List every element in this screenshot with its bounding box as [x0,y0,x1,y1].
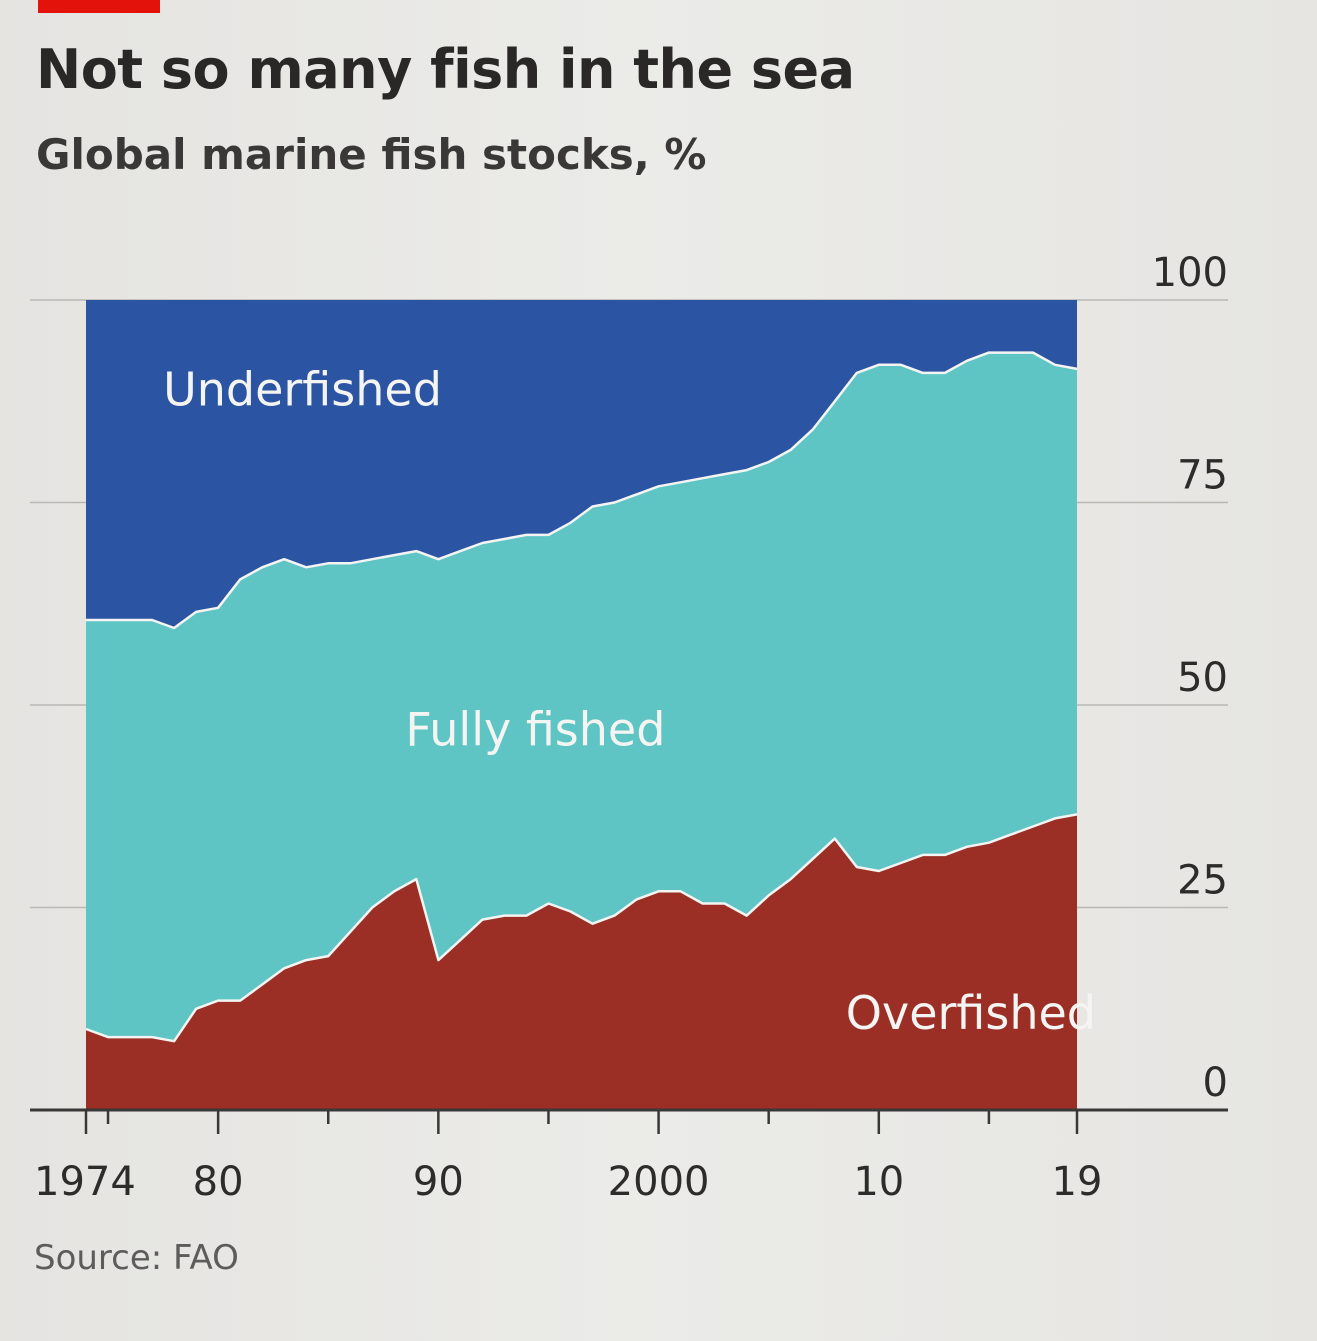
x-tick-label-80: 80 [193,1159,244,1205]
area-label-underfished: Underfished [163,362,442,416]
y-tick-label-50: 50 [1177,655,1228,701]
labels: Underfished Fully fished Overfished [163,362,1096,1040]
area-label-fully-fished: Fully fished [405,703,665,757]
area-label-overfished: Overfished [846,986,1096,1040]
y-tick-label-0: 0 [1203,1060,1228,1106]
x-tick-label-19: 19 [1052,1159,1103,1205]
area-overfished [86,814,1077,1110]
area-fully-fished [86,352,1077,1042]
x-tick-label-1974: 1974 [34,1159,136,1205]
y-tick-label-75: 75 [1177,453,1228,499]
x-tick-label-90: 90 [413,1159,464,1205]
boundary-overfished [85,813,1078,1043]
area-underfished [86,300,1077,628]
x-axis: 1974 80 90 2000 10 19 [30,1108,1228,1205]
boundary-lines [85,351,1078,1043]
chart-title: Not so many fish in the sea [36,38,855,101]
x-tick-label-2000: 2000 [608,1159,710,1205]
y-tick-label-100: 100 [1152,250,1228,296]
chart-subtitle: Global marine fish stocks, % [36,130,707,179]
areas [86,300,1077,1110]
x-tick-label-10: 10 [853,1159,904,1205]
accent-bar [38,0,160,13]
y-tick-label-25: 25 [1177,858,1228,904]
source-note: Source: FAO [34,1238,239,1278]
boundary-fully-fished [86,351,1078,630]
